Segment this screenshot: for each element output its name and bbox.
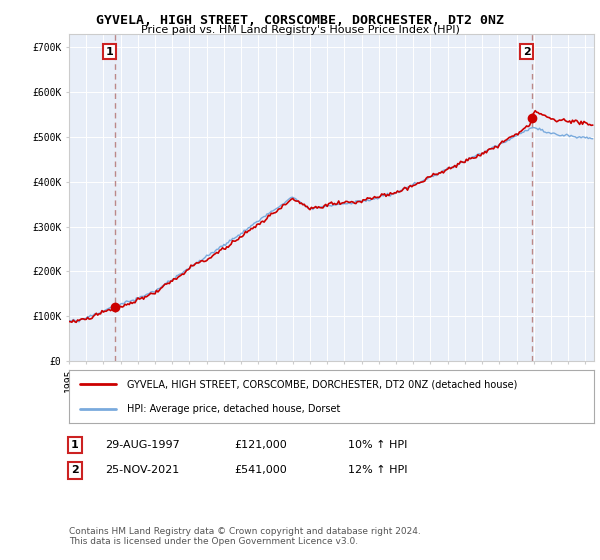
- Text: GYVELA, HIGH STREET, CORSCOMBE, DORCHESTER, DT2 0NZ: GYVELA, HIGH STREET, CORSCOMBE, DORCHEST…: [96, 14, 504, 27]
- Text: 29-AUG-1997: 29-AUG-1997: [105, 440, 180, 450]
- Text: Contains HM Land Registry data © Crown copyright and database right 2024.
This d: Contains HM Land Registry data © Crown c…: [69, 526, 421, 546]
- Text: GYVELA, HIGH STREET, CORSCOMBE, DORCHESTER, DT2 0NZ (detached house): GYVELA, HIGH STREET, CORSCOMBE, DORCHEST…: [127, 380, 517, 390]
- Text: 1: 1: [71, 440, 79, 450]
- Text: 25-NOV-2021: 25-NOV-2021: [105, 465, 179, 475]
- Text: 10% ↑ HPI: 10% ↑ HPI: [348, 440, 407, 450]
- Text: 1: 1: [106, 46, 113, 57]
- Text: £541,000: £541,000: [234, 465, 287, 475]
- Text: Price paid vs. HM Land Registry's House Price Index (HPI): Price paid vs. HM Land Registry's House …: [140, 25, 460, 35]
- Text: HPI: Average price, detached house, Dorset: HPI: Average price, detached house, Dors…: [127, 404, 340, 414]
- Text: £121,000: £121,000: [234, 440, 287, 450]
- Text: 12% ↑ HPI: 12% ↑ HPI: [348, 465, 407, 475]
- Text: 2: 2: [71, 465, 79, 475]
- Text: 2: 2: [523, 46, 530, 57]
